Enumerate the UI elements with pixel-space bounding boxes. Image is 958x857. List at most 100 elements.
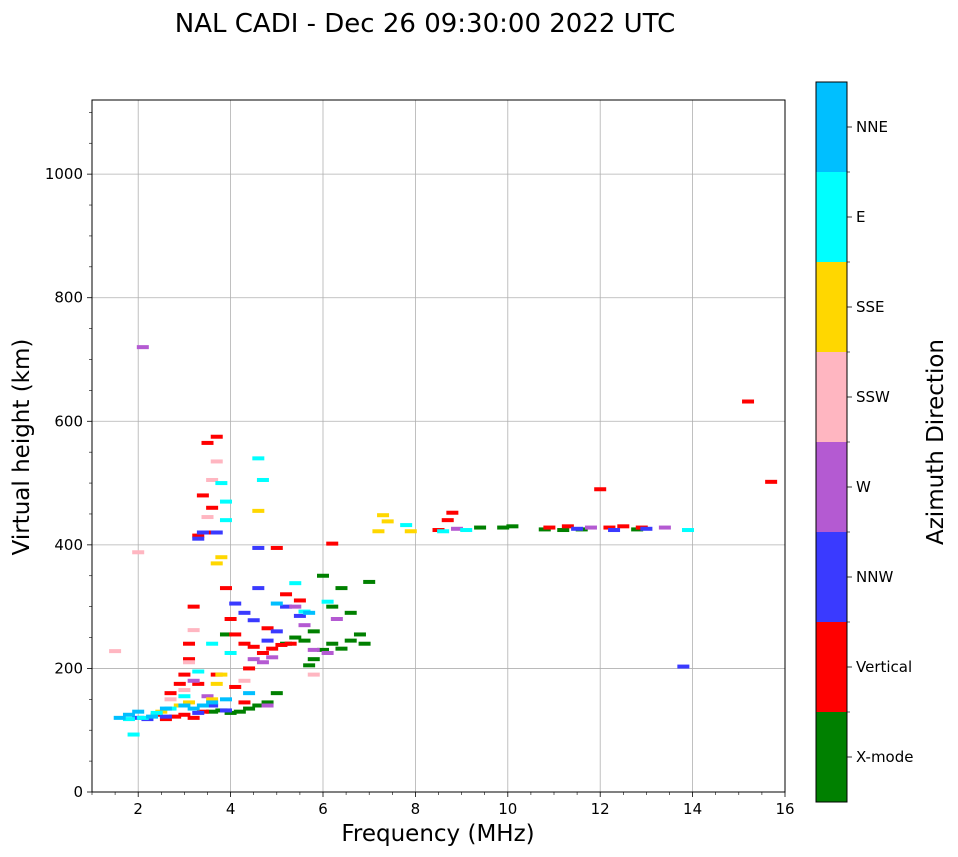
data-point — [765, 479, 778, 484]
data-point — [206, 477, 219, 482]
data-point — [210, 434, 223, 439]
colorbar-segment — [816, 442, 847, 532]
colorbar-segment — [816, 352, 847, 442]
data-point — [584, 525, 597, 530]
data-point — [219, 499, 232, 504]
data-point — [608, 528, 621, 533]
data-point — [289, 604, 302, 609]
data-point — [233, 709, 246, 714]
data-point — [742, 399, 755, 404]
data-point — [132, 550, 145, 555]
data-point — [238, 610, 251, 615]
plot-area — [92, 100, 785, 792]
data-point — [206, 641, 219, 646]
data-point — [210, 681, 223, 686]
data-point — [474, 525, 487, 530]
data-point — [196, 703, 209, 708]
data-point — [266, 646, 279, 651]
data-point — [594, 487, 607, 492]
data-point — [381, 519, 394, 524]
colorbar-tick-label: W — [856, 478, 871, 496]
data-point — [229, 601, 242, 606]
data-point — [335, 586, 348, 591]
data-point — [561, 524, 574, 529]
data-point — [238, 641, 251, 646]
data-point — [164, 691, 177, 696]
colorbar-segment — [816, 262, 847, 352]
data-point — [247, 618, 260, 623]
data-point — [201, 694, 214, 699]
data-point — [224, 650, 237, 655]
data-point — [192, 536, 205, 541]
colorbar-segment — [816, 712, 847, 802]
data-point — [224, 617, 237, 621]
data-point — [275, 642, 288, 647]
y-tick-label: 200 — [54, 659, 83, 677]
data-point — [358, 641, 371, 646]
data-point — [169, 714, 182, 719]
data-point — [109, 649, 122, 654]
data-point — [270, 691, 283, 696]
data-point — [326, 541, 339, 546]
data-point — [543, 525, 556, 530]
data-point — [681, 528, 694, 533]
y-tick-label: 600 — [54, 412, 83, 430]
data-point — [224, 710, 237, 715]
data-point — [400, 523, 413, 528]
data-point — [187, 715, 200, 720]
data-point — [280, 592, 293, 597]
data-point — [210, 561, 223, 566]
data-point — [293, 613, 306, 618]
data-point — [178, 703, 191, 708]
y-axis-ticks: 0 200 400 600 800 1000 — [45, 112, 92, 801]
colorbar-segment — [816, 532, 847, 622]
data-point — [557, 528, 570, 533]
data-point — [192, 669, 205, 674]
data-point — [289, 635, 302, 640]
data-point — [261, 626, 274, 631]
data-point — [307, 672, 320, 677]
data-point — [122, 712, 135, 717]
x-tick-label: 16 — [775, 800, 794, 818]
data-points — [109, 345, 778, 737]
colorbar-tick-label: NNE — [856, 118, 888, 136]
data-point — [303, 663, 316, 668]
data-point — [243, 706, 256, 711]
data-point — [437, 529, 450, 534]
colorbar-frame — [815, 81, 848, 803]
data-point — [196, 493, 209, 498]
data-point — [252, 703, 265, 708]
data-point — [266, 655, 279, 660]
data-point — [206, 505, 219, 510]
colorbar-tick-label: SSW — [856, 388, 890, 406]
data-point — [372, 529, 385, 534]
data-point — [617, 524, 630, 529]
colorbar-label: Azimuth Direction — [923, 339, 949, 545]
data-point — [571, 526, 584, 531]
data-point — [183, 700, 196, 705]
data-point — [335, 646, 348, 651]
data-point — [206, 703, 219, 708]
data-point — [164, 697, 177, 702]
data-point — [252, 456, 265, 461]
data-point — [219, 632, 232, 637]
data-point — [178, 694, 191, 699]
data-point — [658, 525, 671, 530]
colorbar-tick-label: E — [856, 208, 865, 226]
data-point — [460, 528, 473, 533]
data-point — [238, 678, 251, 683]
data-point — [677, 664, 690, 669]
x-tick-label: 12 — [591, 800, 610, 818]
data-point — [640, 526, 653, 531]
data-point — [206, 697, 219, 702]
data-point — [229, 684, 242, 689]
chart-title: NAL CADI - Dec 26 09:30:00 2022 UTC — [175, 9, 675, 39]
data-point — [215, 481, 228, 486]
data-point — [261, 638, 274, 643]
grid-lines — [92, 100, 786, 793]
data-point — [270, 601, 283, 606]
data-point — [252, 545, 265, 550]
data-point — [344, 610, 357, 615]
data-point — [159, 717, 172, 722]
data-point — [210, 530, 223, 535]
